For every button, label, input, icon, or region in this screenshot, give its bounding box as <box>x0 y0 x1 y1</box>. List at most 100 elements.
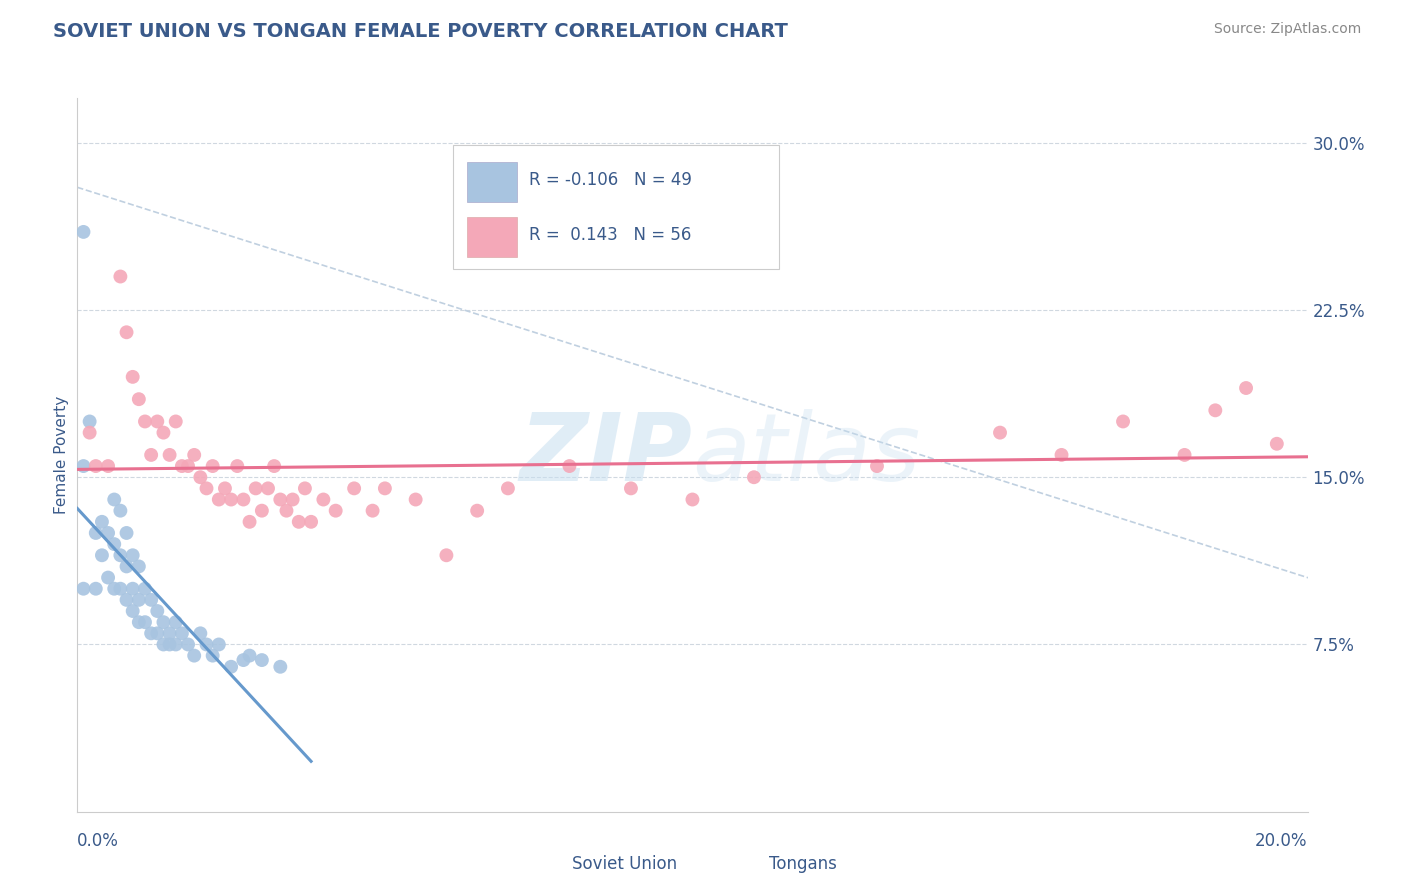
Point <box>84 582 107 596</box>
Point <box>988 425 1011 440</box>
Point <box>97 571 120 585</box>
Point <box>72 225 94 239</box>
Y-axis label: Female Poverty: Female Poverty <box>53 396 69 514</box>
Text: 20.0%: 20.0% <box>1256 831 1308 849</box>
Point <box>245 482 267 496</box>
FancyBboxPatch shape <box>453 145 779 269</box>
Point <box>250 653 273 667</box>
Point <box>195 637 218 651</box>
Text: R =  0.143   N = 56: R = 0.143 N = 56 <box>529 227 692 244</box>
Point <box>195 482 218 496</box>
Point <box>170 626 193 640</box>
Point <box>1265 436 1288 450</box>
Point <box>374 482 396 496</box>
Point <box>115 559 138 574</box>
Point <box>72 459 94 474</box>
Point <box>188 626 212 640</box>
Point <box>134 615 156 630</box>
Point <box>269 492 291 507</box>
Point <box>219 660 242 674</box>
Point <box>110 503 132 517</box>
Point <box>97 526 120 541</box>
Point <box>152 637 174 651</box>
Text: Soviet Union: Soviet Union <box>572 855 678 872</box>
Point <box>103 492 125 507</box>
Point <box>219 492 242 507</box>
Point <box>159 448 181 462</box>
Point <box>281 492 304 507</box>
Point <box>121 548 143 563</box>
Point <box>276 503 298 517</box>
Point <box>134 414 156 429</box>
FancyBboxPatch shape <box>467 162 516 202</box>
Point <box>188 470 212 484</box>
Point <box>1112 414 1135 429</box>
Point <box>250 503 273 517</box>
Point <box>84 526 107 541</box>
Point <box>226 459 249 474</box>
Point <box>115 592 138 607</box>
Point <box>208 492 231 507</box>
Point <box>269 660 291 674</box>
Point <box>146 604 169 618</box>
Point <box>90 515 114 529</box>
Point <box>121 582 143 596</box>
Point <box>177 637 200 651</box>
Point <box>288 515 311 529</box>
Point <box>72 582 94 596</box>
Point <box>79 425 101 440</box>
Point <box>134 582 156 596</box>
Point <box>1234 381 1257 395</box>
Point <box>159 626 181 640</box>
Point <box>558 459 581 474</box>
Point <box>115 526 138 541</box>
Point <box>201 459 224 474</box>
FancyBboxPatch shape <box>717 849 758 878</box>
Point <box>620 482 643 496</box>
Text: R = -0.106   N = 49: R = -0.106 N = 49 <box>529 171 692 189</box>
Point <box>361 503 384 517</box>
Point <box>110 582 132 596</box>
Point <box>1050 448 1073 462</box>
Point <box>97 459 120 474</box>
Point <box>183 448 205 462</box>
Point <box>128 392 150 407</box>
Point <box>1204 403 1226 417</box>
Text: 0.0%: 0.0% <box>77 831 120 849</box>
Point <box>128 615 150 630</box>
Point <box>299 515 322 529</box>
Point <box>165 615 187 630</box>
Point <box>239 648 262 663</box>
Point <box>128 592 150 607</box>
Point <box>183 648 205 663</box>
Text: Tongans: Tongans <box>769 855 837 872</box>
Point <box>866 459 889 474</box>
Point <box>110 548 132 563</box>
Point <box>257 482 280 496</box>
Point <box>121 369 143 384</box>
FancyBboxPatch shape <box>467 218 516 257</box>
Point <box>110 269 132 284</box>
Point <box>141 626 163 640</box>
Point <box>343 482 366 496</box>
Point <box>263 459 285 474</box>
Point <box>405 492 427 507</box>
Point <box>436 548 458 563</box>
Text: atlas: atlas <box>693 409 921 500</box>
Text: ZIP: ZIP <box>520 409 693 501</box>
Point <box>146 626 169 640</box>
Point <box>208 637 231 651</box>
Point <box>465 503 488 517</box>
Point <box>232 492 254 507</box>
Point <box>496 482 519 496</box>
Point <box>170 459 193 474</box>
Point <box>682 492 704 507</box>
Point <box>141 448 163 462</box>
Point <box>325 503 347 517</box>
Point <box>121 604 143 618</box>
Point <box>239 515 262 529</box>
Point <box>115 325 138 339</box>
Point <box>152 425 174 440</box>
Point <box>165 414 187 429</box>
Point <box>141 592 163 607</box>
